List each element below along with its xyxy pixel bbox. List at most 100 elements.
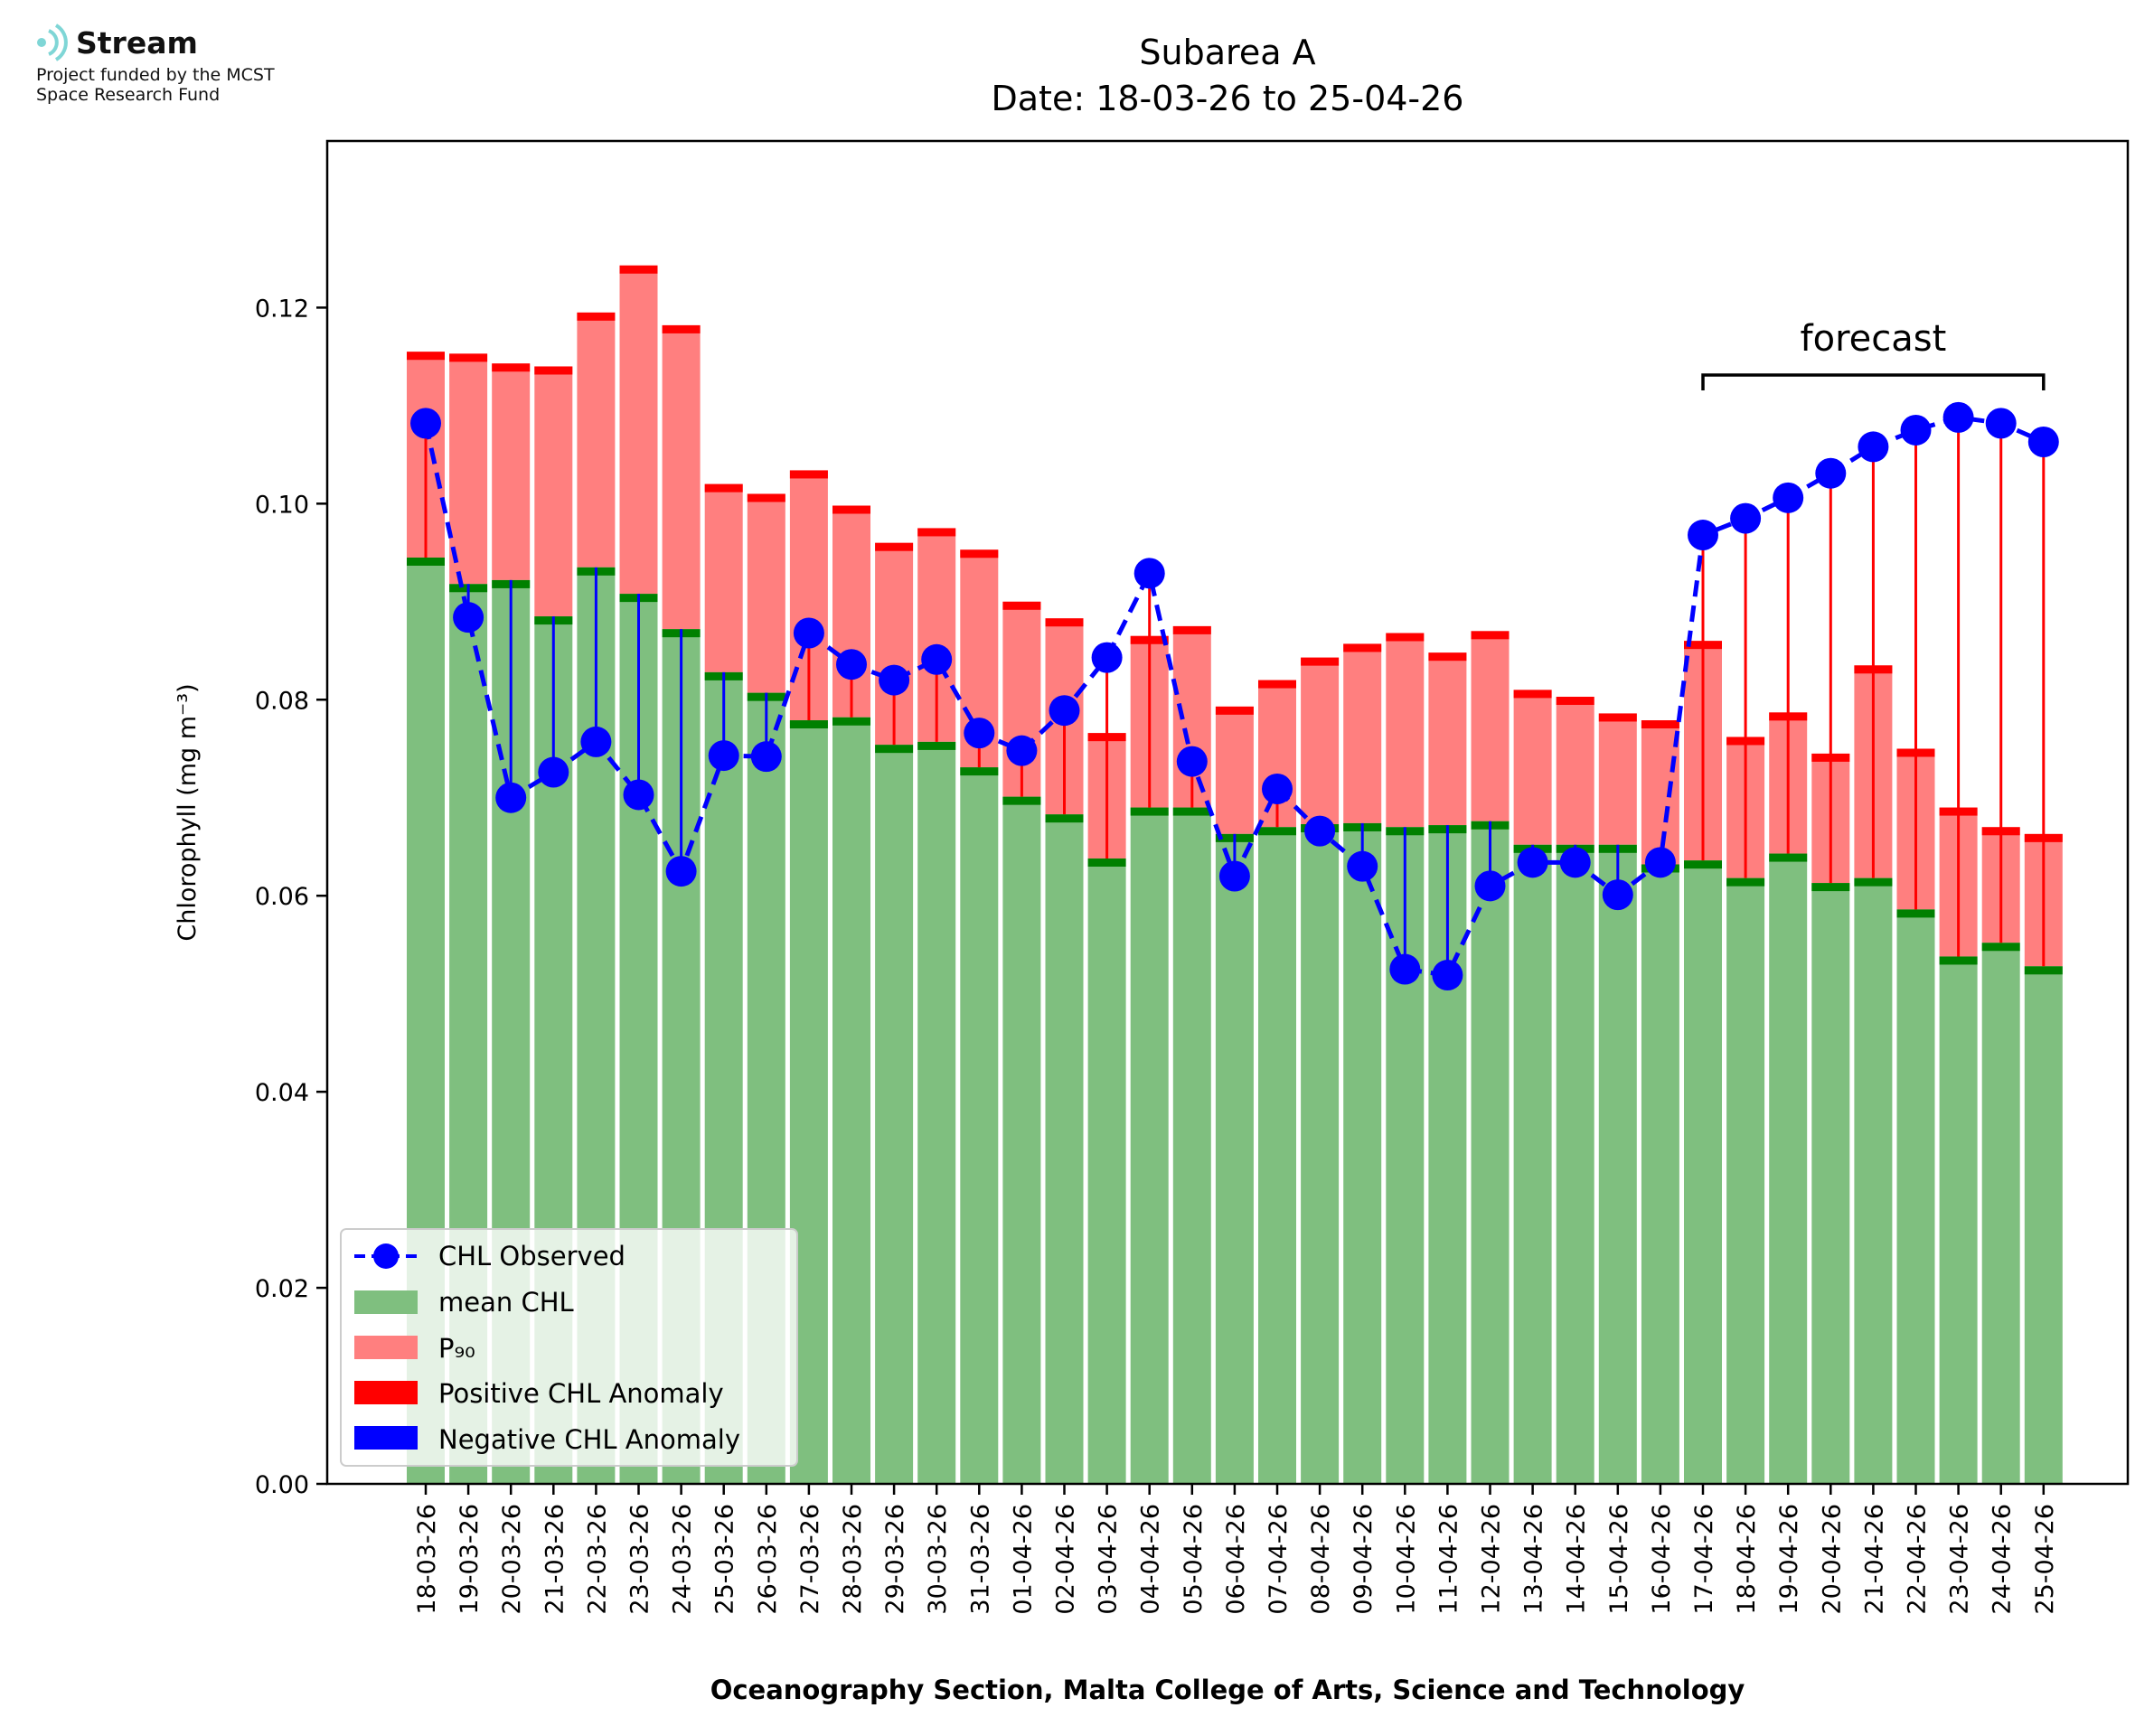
x-tick-label: 15-04-26: [1605, 1504, 1633, 1615]
x-tick-label: 05-04-26: [1180, 1504, 1208, 1615]
x-tick-label: 25-04-26: [2031, 1504, 2059, 1615]
x-tick-label: 08-04-26: [1307, 1504, 1335, 1615]
plot-frame: [325, 139, 2130, 1486]
observed-point: [410, 408, 441, 439]
observed-point: [921, 643, 953, 675]
y-axis-label: Chlorophyll (mg m⁻³): [174, 683, 202, 941]
observed-point: [1304, 815, 1336, 847]
mean-bar: [1258, 827, 1296, 1484]
observed-point: [1474, 870, 1506, 902]
observed-point: [1517, 847, 1548, 878]
y-tick-label: 0.12: [255, 295, 309, 323]
legend-box: [340, 1228, 798, 1467]
observed-point: [1559, 847, 1591, 878]
x-tick-label: 24-03-26: [669, 1504, 697, 1615]
x-tick-label: 21-04-26: [1860, 1504, 1888, 1615]
legend-mean-swatch: [354, 1290, 418, 1314]
x-tick-label: 21-03-26: [541, 1504, 569, 1615]
observed-point: [793, 617, 824, 649]
observed-point: [1942, 401, 1974, 433]
mean-cap: [1769, 853, 1808, 862]
observed-point: [750, 741, 782, 773]
mean-bar: [1811, 883, 1850, 1484]
mean-cap: [1939, 956, 1978, 965]
y-tick-label: 0.06: [255, 883, 309, 911]
observed-point: [1262, 773, 1293, 804]
x-tick-label: 23-03-26: [626, 1504, 654, 1615]
observed-point: [1347, 850, 1378, 882]
mean-cap: [1684, 860, 1722, 869]
mean-cap: [1045, 814, 1084, 823]
p90-bar: [1343, 643, 1382, 823]
legend-observed-label: CHL Observed: [438, 1241, 626, 1272]
observed-point: [1773, 482, 1804, 513]
x-tick-label: 02-04-26: [1052, 1504, 1080, 1615]
observed-point: [538, 756, 569, 788]
x-tick-label: 14-04-26: [1563, 1504, 1591, 1615]
x-tick-label: 19-03-26: [456, 1504, 484, 1615]
x-tick-label: 19-04-26: [1775, 1504, 1803, 1615]
p90-cap: [449, 353, 488, 362]
p90-cap: [789, 470, 828, 479]
mean-bar: [1769, 853, 1808, 1484]
mean-bar: [1045, 814, 1084, 1484]
mean-bar: [1726, 877, 1765, 1484]
observed-point: [1176, 746, 1208, 777]
p90-cap: [1002, 601, 1041, 610]
p90-cap: [1428, 652, 1467, 662]
mean-cap: [1981, 943, 2020, 952]
legend-positive-label: Positive CHL Anomaly: [438, 1378, 724, 1409]
mean-cap: [1087, 858, 1126, 867]
mean-bar: [1854, 877, 1893, 1484]
mean-bar: [917, 741, 956, 1484]
p90-bar: [1556, 697, 1594, 845]
mean-bar: [1598, 844, 1637, 1484]
x-tick-label: 25-03-26: [711, 1504, 739, 1615]
p90-cap: [832, 505, 870, 514]
mean-cap: [832, 717, 870, 726]
x-tick-label: 04-04-26: [1137, 1504, 1165, 1615]
p90-bar: [662, 324, 701, 630]
mean-bar: [832, 717, 870, 1484]
observed-point: [1644, 847, 1676, 878]
observed-point: [2027, 426, 2059, 457]
p90-bar: [492, 363, 531, 580]
observed-point: [1858, 431, 1889, 463]
mean-cap: [875, 745, 914, 754]
mean-bar: [1301, 824, 1340, 1484]
mean-bar: [1471, 821, 1510, 1484]
mean-cap: [1854, 877, 1893, 887]
mean-cap: [960, 767, 999, 776]
stream-waves-icon: [37, 23, 68, 61]
p90-cap: [1513, 690, 1552, 699]
p90-bar: [619, 265, 658, 595]
legend-negative-swatch: [354, 1426, 418, 1450]
x-tick-label: 03-04-26: [1095, 1504, 1123, 1615]
observed-point: [1815, 457, 1847, 489]
mean-bar: [1981, 943, 2020, 1484]
x-tick-label: 07-04-26: [1265, 1504, 1293, 1615]
p90-cap: [619, 265, 658, 274]
logo-funding-line-2: Space Research Fund: [36, 85, 221, 105]
observed-point: [836, 649, 867, 680]
observed-point: [1049, 695, 1080, 727]
observed-point: [1432, 960, 1463, 991]
forecast-bracket: [1701, 373, 2046, 390]
logo-funding-line-1: Project funded by the MCST: [36, 65, 275, 85]
p90-cap: [1556, 697, 1594, 706]
x-tick-label: 27-03-26: [796, 1504, 824, 1615]
p90-cap: [1215, 706, 1254, 715]
stream-logo: Stream Project funded by the MCST Space …: [33, 22, 340, 121]
x-axis: 18-03-26 19-03-26 20-03-26 21-03-26 22-03-26…: [413, 1484, 2059, 1615]
p90-cap: [1172, 625, 1211, 634]
mean-bar: [960, 767, 999, 1484]
p90-bar: [1428, 652, 1467, 826]
p90-bar: [1598, 713, 1637, 845]
logo-brand: Stream: [76, 25, 198, 61]
legend-negative-label: Negative CHL Anomaly: [438, 1424, 740, 1455]
forecast-annotation: forecast: [1701, 318, 2046, 390]
observed-point: [1730, 502, 1762, 534]
x-tick-label: 22-04-26: [1904, 1504, 1932, 1615]
x-tick-label: 26-03-26: [754, 1504, 782, 1615]
mean-cap: [2024, 966, 2063, 975]
